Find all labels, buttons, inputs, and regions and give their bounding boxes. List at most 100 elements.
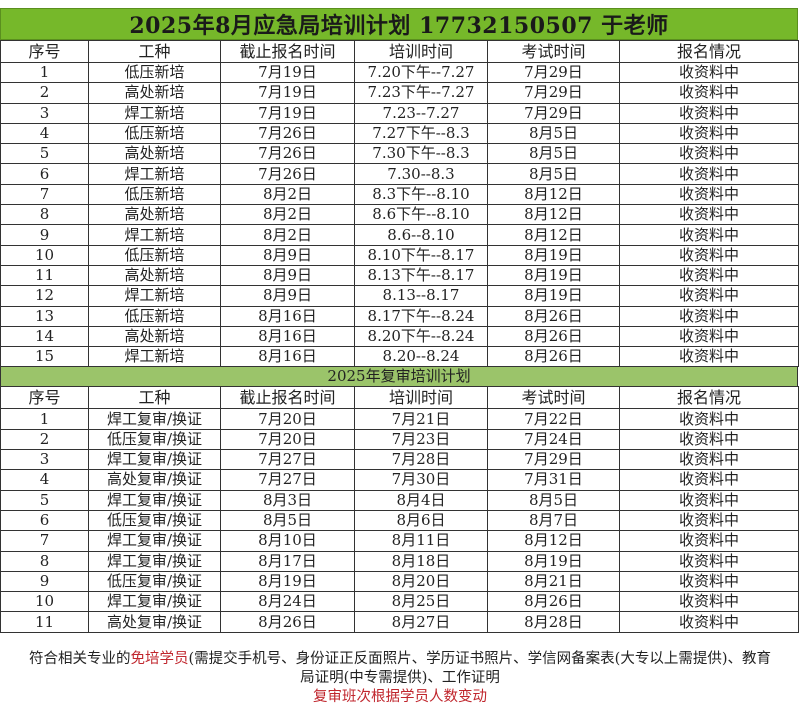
table-cell: 2 [0, 428, 89, 451]
table-cell: 11 [0, 264, 89, 287]
table-cell: 8月21日 [487, 570, 620, 593]
column-header: 考试时间 [487, 386, 620, 410]
table-cell: 收资料中 [619, 61, 799, 84]
table-cell: 7月26日 [220, 163, 355, 185]
table-cell: 7.20下午--7.27 [354, 61, 488, 84]
table-cell: 8月24日 [220, 591, 355, 613]
table-cell: 8月16日 [220, 325, 355, 348]
table-cell: 8月26日 [220, 611, 355, 633]
table-cell: 7月29日 [487, 102, 620, 124]
table-cell: 3 [0, 102, 89, 124]
table-cell: 收资料中 [619, 82, 799, 104]
table-cell: 15 [0, 346, 89, 368]
table-cell: 收资料中 [619, 224, 799, 246]
table-row: 9 低压复审/换证 8月19日 8月20日 8月21日 收资料中 [0, 570, 799, 593]
table-cell: 7月29日 [487, 82, 620, 104]
table-cell: 7月31日 [487, 469, 620, 491]
table-cell: 8月16日 [220, 305, 355, 327]
table-row: 4 高处复审/换证 7月27日 7月30日 7月31日 收资料中 [0, 469, 799, 491]
table-cell: 焊工复审/换证 [88, 449, 221, 471]
table-cell: 8月19日 [487, 285, 620, 307]
table-cell: 8月2日 [220, 183, 355, 206]
footer-rest: (需提交手机号、身份证正反面照片、学历证书照片、学信网备案表(大专以上需提供)、… [188, 651, 771, 667]
table-row: 3 焊工复审/换证 7月27日 7月28日 7月29日 收资料中 [0, 449, 799, 471]
table-cell: 7.23--7.27 [354, 102, 488, 124]
table-cell: 低压新培 [88, 244, 221, 266]
table-cell: 11 [0, 611, 89, 633]
table-cell: 焊工新培 [88, 346, 221, 368]
table-cell: 4 [0, 469, 89, 491]
table-cell: 7月27日 [220, 449, 355, 471]
table-cell: 焊工复审/换证 [88, 550, 221, 572]
table-cell: 6 [0, 509, 89, 532]
table-cell: 7月29日 [487, 449, 620, 471]
table-cell: 收资料中 [619, 325, 799, 348]
table-cell: 9 [0, 570, 89, 593]
footer-prefix: 符合相关专业的 [29, 651, 131, 667]
table-cell: 7.30--8.3 [354, 163, 488, 185]
table-cell: 收资料中 [619, 509, 799, 532]
table-cell: 8月19日 [487, 550, 620, 572]
table-cell: 收资料中 [619, 264, 799, 287]
table-row: 4 低压新培 7月26日 7.27下午--8.3 8月5日 收资料中 [0, 122, 799, 145]
table-cell: 高处新培 [88, 325, 221, 348]
table-cell: 9 [0, 224, 89, 246]
column-header: 工种 [88, 386, 221, 410]
table-cell: 7月22日 [487, 408, 620, 430]
table-cell: 收资料中 [619, 122, 799, 145]
table-cell: 7月26日 [220, 122, 355, 145]
column-header: 序号 [0, 40, 89, 63]
table-cell: 7月29日 [487, 61, 620, 84]
table-cell: 8.20--8.24 [354, 346, 488, 368]
table-cell: 8月19日 [487, 244, 620, 266]
table-cell: 8月26日 [487, 325, 620, 348]
table-cell: 8.6--8.10 [354, 224, 488, 246]
table-cell: 12 [0, 285, 89, 307]
table-cell: 6 [0, 163, 89, 185]
table-cell: 7月19日 [220, 102, 355, 124]
table-row: 2 低压复审/换证 7月20日 7月23日 7月24日 收资料中 [0, 428, 799, 451]
table-cell: 8.13--8.17 [354, 285, 488, 307]
table-cell: 4 [0, 122, 89, 145]
footer-line-2: 局证明(中专需提供)、工作证明 [300, 670, 500, 686]
table-cell: 7.27下午--8.3 [354, 122, 488, 145]
table-cell: 8月7日 [487, 509, 620, 532]
table-cell: 8月17日 [220, 550, 355, 572]
table-cell: 收资料中 [619, 591, 799, 613]
table-row: 5 高处新培 7月26日 7.30下午--8.3 8月5日 收资料中 [0, 143, 799, 165]
table-row: 8 高处新培 8月2日 8.6下午--8.10 8月12日 收资料中 [0, 204, 799, 226]
table-cell: 收资料中 [619, 408, 799, 430]
header-row: 序号 工种 截止报名时间 培训时间 考试时间 报名情况 [0, 40, 799, 63]
table-cell: 8月19日 [487, 264, 620, 287]
table-cell: 8.10下午--8.17 [354, 244, 488, 266]
table-row: 14 高处新培 8月16日 8.20下午--8.24 8月26日 收资料中 [0, 325, 799, 348]
table-cell: 收资料中 [619, 611, 799, 633]
table-cell: 8月26日 [487, 591, 620, 613]
table-cell: 1 [0, 61, 89, 84]
table-cell: 7 [0, 530, 89, 552]
table-cell: 7月27日 [220, 469, 355, 491]
table-cell: 高处新培 [88, 264, 221, 287]
table-row: 15 焊工新培 8月16日 8.20--8.24 8月26日 收资料中 [0, 346, 799, 368]
table-cell: 收资料中 [619, 346, 799, 368]
table-cell: 8月4日 [354, 489, 488, 511]
table-cell: 8月18日 [354, 550, 488, 572]
table-row: 7 焊工复审/换证 8月10日 8月11日 8月12日 收资料中 [0, 530, 799, 552]
column-header: 截止报名时间 [220, 386, 355, 410]
table-cell: 8月5日 [487, 163, 620, 185]
footer-notes: 符合相关专业的免培学员(需提交手机号、身份证正反面照片、学历证书照片、学信网备案… [0, 650, 800, 707]
table-cell: 7 [0, 183, 89, 206]
table-cell: 7月24日 [487, 428, 620, 451]
table-cell: 1 [0, 408, 89, 430]
table-row: 6 低压复审/换证 8月5日 8月6日 8月7日 收资料中 [0, 509, 799, 532]
table-row: 11 高处新培 8月9日 8.13下午--8.17 8月19日 收资料中 [0, 264, 799, 287]
table-cell: 焊工复审/换证 [88, 489, 221, 511]
table-row: 11 高处复审/换证 8月26日 8月27日 8月28日 收资料中 [0, 611, 799, 633]
table-cell: 收资料中 [619, 489, 799, 511]
table-cell: 5 [0, 143, 89, 165]
column-header: 截止报名时间 [220, 40, 355, 63]
table-cell: 8月12日 [487, 224, 620, 246]
column-header: 工种 [88, 40, 221, 63]
table-cell: 7月23日 [354, 428, 488, 451]
table-cell: 收资料中 [619, 469, 799, 491]
